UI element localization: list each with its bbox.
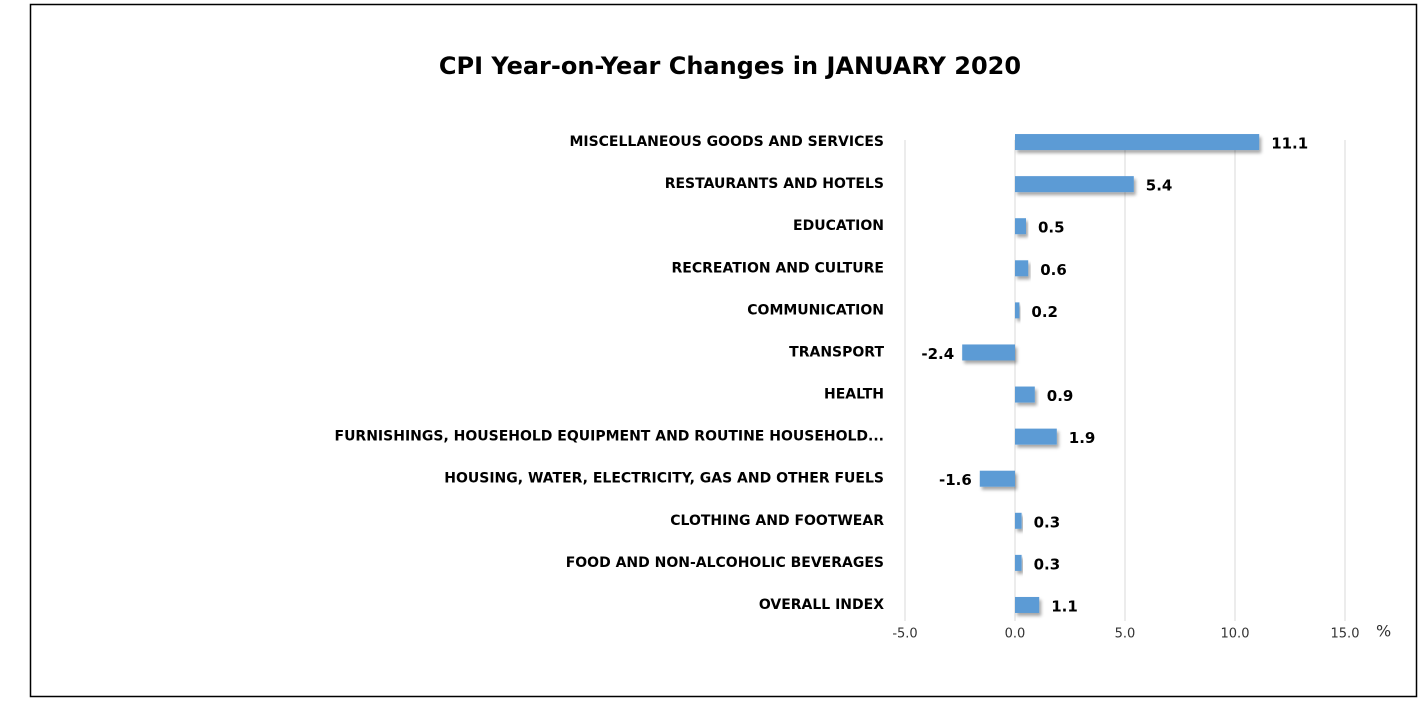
y-tick-label: TRANSPORT [789, 344, 884, 360]
x-tick-label: -5.0 [892, 627, 917, 642]
data-label: 0.5 [1038, 219, 1065, 237]
y-tick-label: CLOTHING AND FOOTWEAR [670, 513, 884, 529]
y-tick-label: RECREATION AND CULTURE [671, 260, 884, 276]
x-tick-label: 5.0 [1115, 627, 1136, 642]
x-axis-label: % [1376, 622, 1391, 641]
y-tick-label: COMMUNICATION [747, 302, 884, 318]
bar [1015, 512, 1022, 529]
y-tick-label: RESTAURANTS AND HOTELS [665, 176, 884, 192]
y-tick-label: FOOD AND NON-ALCOHOLIC BEVERAGES [566, 555, 884, 571]
data-label: 0.3 [1034, 513, 1061, 531]
data-label: -1.6 [939, 471, 972, 489]
data-label: -2.4 [921, 345, 954, 363]
y-tick-label: HEALTH [824, 387, 884, 403]
x-tick-label: 0.0 [1005, 627, 1026, 642]
bar [1015, 302, 1020, 319]
bar [962, 344, 1015, 361]
bar [979, 470, 1015, 487]
y-tick-label: HOUSING, WATER, ELECTRICITY, GAS AND OTH… [444, 471, 884, 487]
bar [1015, 428, 1057, 445]
chart-border [29, 3, 1418, 698]
x-tick-label: 15.0 [1331, 627, 1360, 642]
y-tick-label: FURNISHINGS, HOUSEHOLD EQUIPMENT AND ROU… [335, 429, 885, 445]
chart-title: CPI Year-on-Year Changes in JANUARY 2020 [439, 52, 1021, 80]
bar [1015, 386, 1035, 403]
data-label: 0.3 [1034, 555, 1061, 573]
y-tick-label: MISCELLANEOUS GOODS AND SERVICES [569, 134, 884, 150]
y-tick-label: EDUCATION [793, 218, 884, 234]
data-label: 5.4 [1146, 177, 1173, 195]
bar [1015, 260, 1029, 277]
x-tick-label: 10.0 [1221, 627, 1250, 642]
data-label: 1.9 [1069, 429, 1096, 447]
data-label: 1.1 [1051, 597, 1078, 615]
bar [1015, 176, 1134, 193]
data-label: 0.2 [1031, 303, 1058, 321]
bar [1015, 134, 1260, 151]
data-label: 11.1 [1271, 135, 1308, 153]
bar [1015, 596, 1040, 613]
data-label: 0.6 [1040, 261, 1067, 279]
bar [1015, 554, 1022, 571]
y-tick-label: OVERALL INDEX [759, 597, 884, 613]
data-label: 0.9 [1047, 387, 1074, 405]
bar [1015, 218, 1026, 235]
